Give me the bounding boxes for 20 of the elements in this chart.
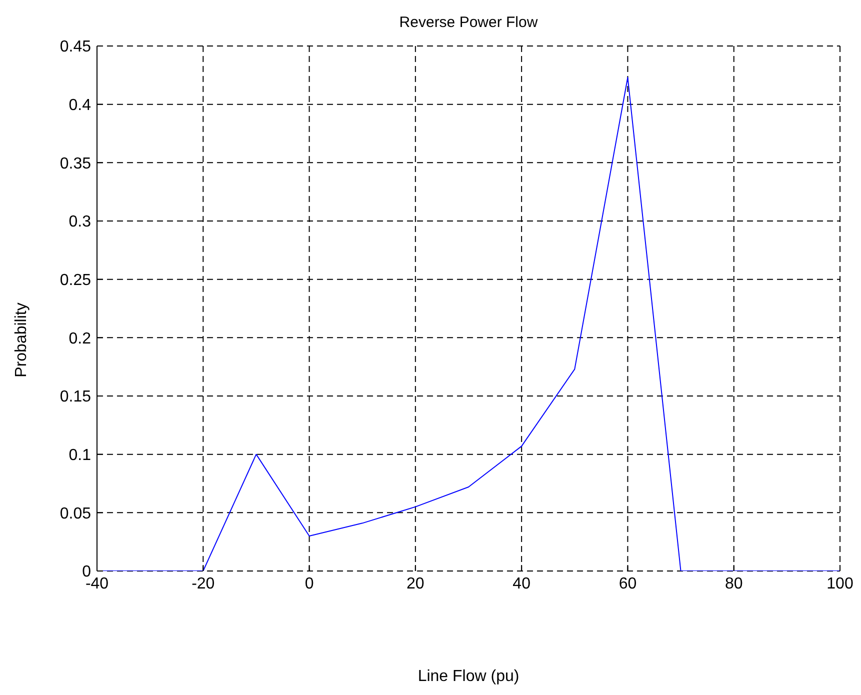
- y-tick-label: 0.2: [68, 330, 92, 348]
- x-tick-label: 0: [304, 575, 314, 592]
- y-tick-label: 0.05: [60, 505, 92, 522]
- x-axis-title: Line Flow (pu): [416, 668, 520, 686]
- y-tick-label: 0: [82, 564, 92, 581]
- y-tick-label: 0.15: [60, 388, 92, 406]
- x-tick-label: 100: [826, 575, 854, 592]
- y-axis-title: Probability: [13, 302, 31, 378]
- y-tick-label: 0.35: [60, 155, 92, 172]
- x-tick-label: 40: [512, 575, 531, 592]
- y-tick-label: 0.25: [60, 272, 92, 290]
- x-tick-label: 20: [406, 575, 424, 592]
- y-tick-label: 0.4: [68, 97, 92, 114]
- x-tick-label: 80: [724, 575, 743, 592]
- y-tick-label: 0.3: [68, 214, 92, 231]
- chart-title: Reverse Power Flow: [398, 14, 539, 31]
- x-tick-label: 60: [618, 575, 637, 592]
- y-tick-label: 0.45: [60, 38, 92, 56]
- x-tick-label: -20: [192, 575, 215, 592]
- y-tick-label: 0.1: [68, 447, 92, 464]
